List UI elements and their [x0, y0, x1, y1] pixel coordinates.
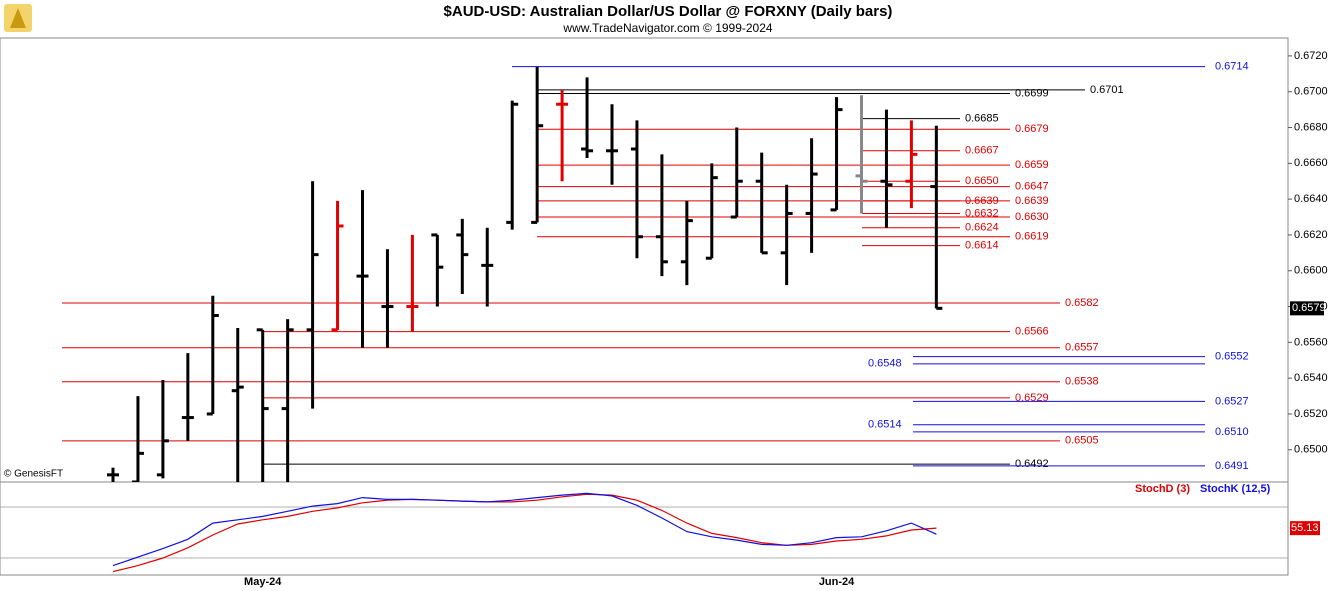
level-label: 0.6538 [1065, 376, 1099, 388]
y-tick-label: 0.6620 [1294, 229, 1328, 241]
chart-subtitle: www.TradeNavigator.com © 1999-2024 [562, 21, 772, 35]
levels: 0.6714 0.6701 0.6699 0.6685 0.6679 0.6667 0.66… [62, 61, 1249, 472]
x-tick-label: May-24 [244, 576, 282, 588]
logo [4, 4, 32, 32]
y-tick-label: 0.6520 [1294, 408, 1328, 420]
level-label: 0.6667 [965, 145, 999, 157]
indicator-line [112, 492, 937, 567]
bars [107, 66, 943, 482]
level-label: 0.6679 [1015, 123, 1049, 135]
last-value-box [1290, 521, 1320, 536]
indicator-line [112, 493, 937, 573]
x-tick-label: Jun-24 [819, 576, 855, 588]
level-label: 0.6632 [965, 207, 999, 219]
level-label: 0.6529 [1015, 392, 1049, 404]
level-label: 0.6639 [1015, 195, 1049, 207]
level-label: 0.6659 [1015, 159, 1049, 171]
y-tick-label: 0.6640 [1294, 193, 1328, 205]
level-label: 0.6552 [1215, 351, 1249, 363]
last-price-label: 0.6579 [1292, 302, 1326, 314]
legend-entry: StochK (12,5) [1200, 483, 1271, 495]
watermark: © GenesisFT [4, 469, 63, 480]
y-tick-label: 0.6500 [1294, 444, 1328, 456]
chart-title: $AUD-USD: Australian Dollar/US Dollar @ … [444, 3, 893, 20]
last-value-label: 55.13 [1291, 522, 1319, 534]
level-label: 0.6582 [1065, 297, 1099, 309]
level-label: 0.6650 [965, 175, 999, 187]
y-tick-label: 0.6720 [1294, 50, 1328, 62]
y-tick-label: 0.6660 [1294, 157, 1328, 169]
level-label: 0.6630 [1015, 211, 1049, 223]
y-tick-label: 0.6680 [1294, 121, 1328, 133]
level-label: 0.6647 [1015, 181, 1049, 193]
level-label: 0.6510 [1215, 426, 1249, 438]
level-label: 0.6701 [1090, 84, 1124, 96]
level-label: 0.6714 [1215, 61, 1249, 73]
level-label: 0.6491 [1215, 460, 1249, 472]
level-label: 0.6685 [965, 112, 999, 124]
level-label: 0.6624 [965, 222, 999, 234]
level-label: 0.6548 [868, 358, 902, 370]
level-label: 0.6566 [1015, 326, 1049, 338]
legend-entry: StochD (3) [1135, 483, 1190, 495]
level-label: 0.6527 [1215, 395, 1249, 407]
level-label: 0.6557 [1065, 342, 1099, 354]
level-label: 0.6505 [1065, 435, 1099, 447]
y-tick-label: 0.6700 [1294, 86, 1328, 98]
level-label: 0.6614 [965, 240, 999, 252]
y-tick-label: 0.6540 [1294, 372, 1328, 384]
level-label: 0.6699 [1015, 87, 1049, 99]
y-tick-label: 0.6600 [1294, 265, 1328, 277]
level-label: 0.6514 [868, 419, 902, 431]
y-tick-label: 0.6560 [1294, 336, 1328, 348]
level-label: 0.6619 [1015, 231, 1049, 243]
last-price-box [1290, 301, 1324, 316]
level-label: 0.6492 [1015, 458, 1049, 470]
